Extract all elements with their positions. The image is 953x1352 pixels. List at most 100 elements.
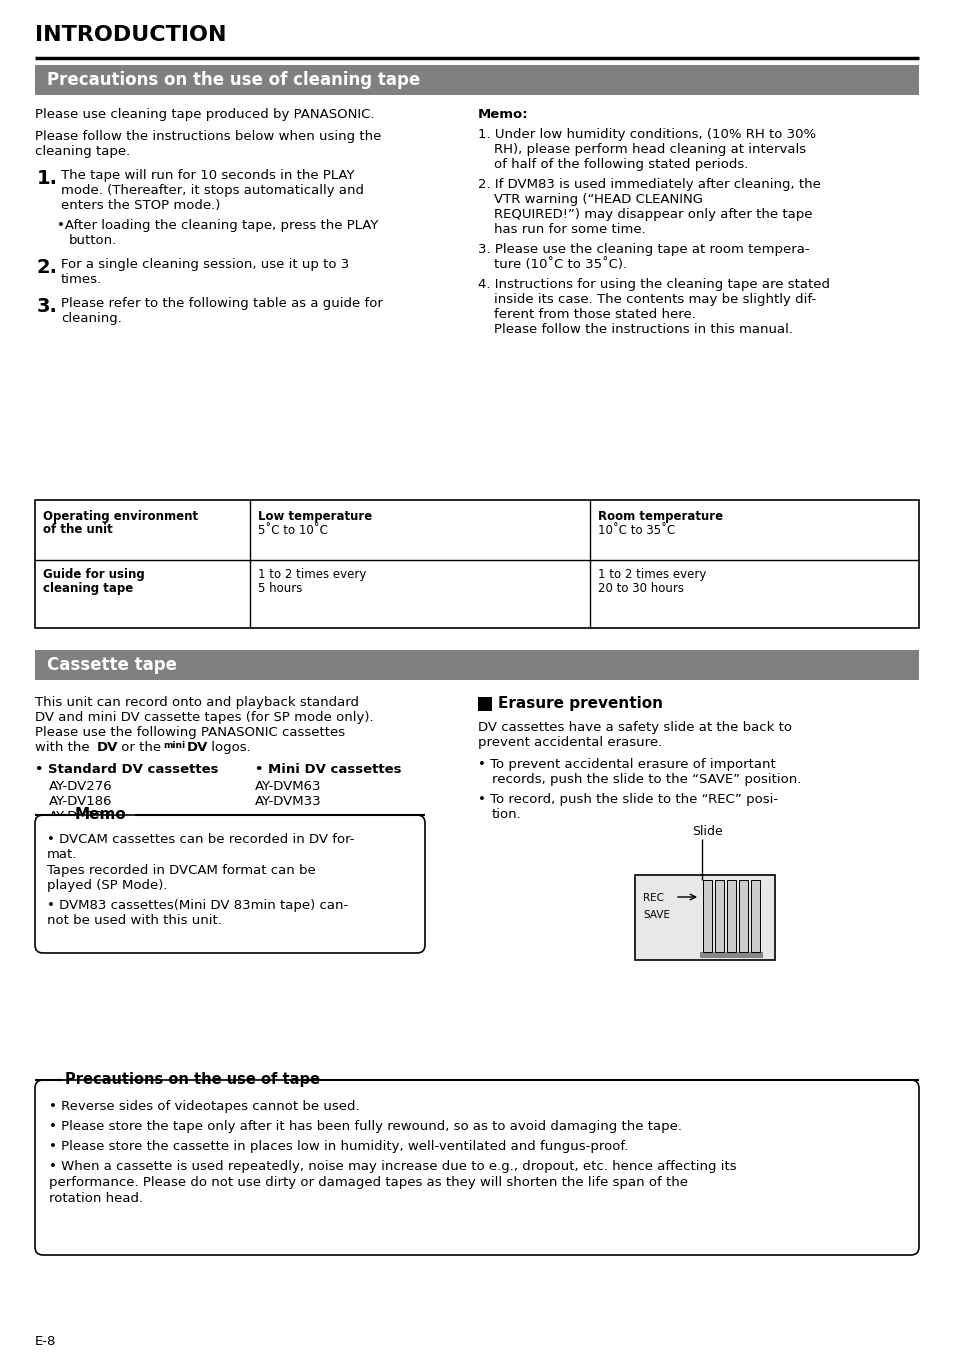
Bar	[305, 1079, 919, 1082]
Text: • To record, push the slide to the “REC” posi-: • To record, push the slide to the “REC”…	[477, 794, 778, 806]
Text: AY-DV124: AY-DV124	[49, 810, 112, 823]
Text: This unit can record onto and playback standard: This unit can record onto and playback s…	[35, 696, 358, 708]
Bar	[702, 880, 711, 952]
Bar	[750, 880, 760, 952]
Text: rotation head.: rotation head.	[49, 1192, 143, 1205]
Bar	[739, 880, 747, 952]
Text: • DVCAM cassettes can be recorded in DV for-: • DVCAM cassettes can be recorded in DV …	[47, 833, 355, 846]
Text: enters the STOP mode.): enters the STOP mode.)	[61, 199, 220, 212]
Text: inside its case. The contents may be slightly dif-: inside its case. The contents may be sli…	[494, 293, 815, 306]
Text: • Standard DV cassettes: • Standard DV cassettes	[35, 763, 218, 776]
FancyBboxPatch shape	[35, 1080, 918, 1255]
Text: cleaning tape: cleaning tape	[43, 581, 133, 595]
Bar	[635, 875, 774, 960]
Bar	[700, 952, 762, 959]
Text: Room temperature: Room temperature	[598, 510, 722, 523]
Text: Memo: Memo	[75, 807, 127, 822]
Text: • When a cassette is used repeatedly, noise may increase due to e.g., dropout, e: • When a cassette is used repeatedly, no…	[49, 1160, 736, 1174]
Bar	[35, 65, 918, 95]
Bar	[702, 880, 711, 952]
Text: Low temperature: Low temperature	[257, 510, 372, 523]
Text: • Please store the cassette in places low in humidity, well-ventilated and fungu: • Please store the cassette in places lo…	[49, 1140, 628, 1153]
Bar	[36, 1079, 66, 1082]
Text: of half of the following stated periods.: of half of the following stated periods.	[494, 158, 747, 170]
Bar	[477, 698, 492, 711]
Text: has run for some time.: has run for some time.	[494, 223, 645, 237]
Bar	[726, 880, 735, 952]
Text: mat.: mat.	[47, 848, 77, 861]
Bar	[739, 880, 747, 952]
Text: 5 hours: 5 hours	[257, 581, 302, 595]
Text: 5˚C to 10˚C: 5˚C to 10˚C	[257, 525, 328, 537]
Text: tion.: tion.	[492, 808, 521, 821]
Text: or the: or the	[117, 741, 165, 754]
Text: prevent accidental erasure.: prevent accidental erasure.	[477, 735, 661, 749]
Text: with the: with the	[35, 741, 93, 754]
Text: 4. Instructions for using the cleaning tape are stated: 4. Instructions for using the cleaning t…	[477, 279, 829, 291]
Text: DV and mini DV cassette tapes (for SP mode only).: DV and mini DV cassette tapes (for SP mo…	[35, 711, 374, 725]
Text: • Please store the tape only after it has been fully rewound, so as to avoid dam: • Please store the tape only after it ha…	[49, 1119, 681, 1133]
Text: AY-DVM33: AY-DVM33	[254, 795, 321, 808]
Bar	[635, 875, 774, 960]
Text: 1 to 2 times every: 1 to 2 times every	[598, 568, 705, 581]
Text: cleaning tape.: cleaning tape.	[35, 145, 131, 158]
Text: Cassette tape: Cassette tape	[47, 656, 177, 675]
Text: Please use the following PANASONIC cassettes: Please use the following PANASONIC casse…	[35, 726, 345, 740]
Text: REC: REC	[642, 894, 663, 903]
Bar	[35, 650, 918, 680]
Text: 1. Under low humidity conditions, (10% RH to 30%: 1. Under low humidity conditions, (10% R…	[477, 128, 815, 141]
Text: Please refer to the following table as a guide for: Please refer to the following table as a…	[61, 297, 382, 310]
Text: cleaning.: cleaning.	[61, 312, 122, 324]
Text: SAVE: SAVE	[642, 910, 669, 919]
Text: • Reverse sides of videotapes cannot be used.: • Reverse sides of videotapes cannot be …	[49, 1101, 359, 1113]
Text: logos.: logos.	[207, 741, 251, 754]
Text: button.: button.	[69, 234, 117, 247]
Bar	[35, 500, 918, 627]
Text: Precautions on the use of tape: Precautions on the use of tape	[65, 1072, 319, 1087]
Text: Precautions on the use of cleaning tape: Precautions on the use of cleaning tape	[47, 72, 420, 89]
Text: INTRODUCTION: INTRODUCTION	[35, 24, 226, 45]
Text: Please follow the instructions in this manual.: Please follow the instructions in this m…	[494, 323, 792, 337]
Text: REQUIRED!”) may disappear only after the tape: REQUIRED!”) may disappear only after the…	[494, 208, 812, 220]
Bar	[714, 880, 723, 952]
Text: Please follow the instructions below when using the: Please follow the instructions below whe…	[35, 130, 381, 143]
Text: ture (10˚C to 35˚C).: ture (10˚C to 35˚C).	[494, 258, 626, 270]
Text: Please use cleaning tape produced by PANASONIC.: Please use cleaning tape produced by PAN…	[35, 108, 375, 120]
Bar	[36, 814, 96, 817]
Text: DV cassettes have a safety slide at the back to: DV cassettes have a safety slide at the …	[477, 721, 791, 734]
Text: Operating environment: Operating environment	[43, 510, 198, 523]
Bar	[750, 880, 760, 952]
Text: times.: times.	[61, 273, 102, 287]
FancyBboxPatch shape	[35, 815, 424, 953]
Text: 1.: 1.	[37, 169, 58, 188]
Text: ferent from those stated here.: ferent from those stated here.	[494, 308, 695, 320]
Text: not be used with this unit.: not be used with this unit.	[47, 914, 222, 927]
Text: • Mini DV cassettes: • Mini DV cassettes	[254, 763, 401, 776]
Text: For a single cleaning session, use it up to 3: For a single cleaning session, use it up…	[61, 258, 349, 270]
Text: Guide for using: Guide for using	[43, 568, 145, 581]
Text: RH), please perform head cleaning at intervals: RH), please perform head cleaning at int…	[494, 143, 805, 155]
Text: records, push the slide to the “SAVE” position.: records, push the slide to the “SAVE” po…	[492, 773, 801, 786]
Text: AY-DV186: AY-DV186	[49, 795, 112, 808]
Text: DV: DV	[97, 741, 118, 754]
Text: • DVM83 cassettes(Mini DV 83min tape) can-: • DVM83 cassettes(Mini DV 83min tape) ca…	[47, 899, 348, 913]
Text: of the unit: of the unit	[43, 523, 112, 535]
Text: mode. (Thereafter, it stops automatically and: mode. (Thereafter, it stops automaticall…	[61, 184, 364, 197]
Text: mini: mini	[163, 741, 185, 750]
Text: played (SP Mode).: played (SP Mode).	[47, 879, 168, 892]
Text: •After loading the cleaning tape, press the PLAY: •After loading the cleaning tape, press …	[57, 219, 378, 233]
Text: VTR warning (“HEAD CLEANING: VTR warning (“HEAD CLEANING	[494, 193, 702, 206]
Text: AY-DV276: AY-DV276	[49, 780, 112, 794]
Text: performance. Please do not use dirty or damaged tapes as they will shorten the l: performance. Please do not use dirty or …	[49, 1176, 687, 1188]
Text: 2. If DVM83 is used immediately after cleaning, the: 2. If DVM83 is used immediately after cl…	[477, 178, 820, 191]
Text: Erasure prevention: Erasure prevention	[497, 696, 662, 711]
Text: 3. Please use the cleaning tape at room tempera-: 3. Please use the cleaning tape at room …	[477, 243, 809, 256]
Bar	[714, 880, 723, 952]
Text: 1 to 2 times every: 1 to 2 times every	[257, 568, 366, 581]
Bar	[726, 880, 735, 952]
Text: The tape will run for 10 seconds in the PLAY: The tape will run for 10 seconds in the …	[61, 169, 355, 183]
Text: DV: DV	[187, 741, 208, 754]
Text: Tapes recorded in DVCAM format can be: Tapes recorded in DVCAM format can be	[47, 864, 315, 877]
Text: E-8: E-8	[35, 1334, 56, 1348]
Text: 10˚C to 35˚C: 10˚C to 35˚C	[598, 525, 675, 537]
